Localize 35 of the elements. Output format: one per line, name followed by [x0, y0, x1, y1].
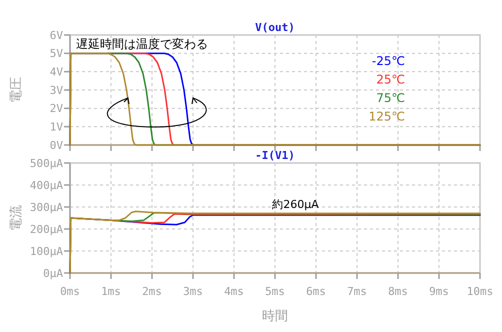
y-tick-label: 0V: [50, 138, 64, 152]
y-tick-label: 200μA: [30, 222, 64, 236]
x-axis-title: 時間: [262, 309, 288, 324]
x-tick-label: 3ms: [183, 285, 203, 298]
text: 75℃: [376, 91, 405, 105]
x-tick-label: 0ms: [60, 285, 80, 298]
y-tick-label: 6V: [50, 28, 64, 42]
x-tick-label: 2ms: [142, 285, 162, 298]
y-tick-label: 3V: [50, 84, 64, 97]
y-tick-label: 400μA: [30, 178, 64, 192]
series-label: 125℃: [368, 110, 405, 124]
x-tick-label: 10ms: [466, 285, 494, 298]
y-tick-label: 4V: [50, 66, 64, 79]
y-tick-label: 100μA: [30, 244, 64, 258]
text: -25℃: [372, 54, 405, 68]
y-axis-title: 電流: [8, 205, 24, 231]
y-tick-label: 300μA: [30, 200, 64, 214]
y-axis-title: 電圧: [9, 77, 24, 103]
x-tick-label: 7ms: [347, 285, 367, 298]
y-tick-label: 5V: [50, 47, 64, 60]
annotation: 遅延時間は温度で変わる: [76, 37, 208, 51]
y-tick-label: 2V: [50, 102, 64, 116]
x-tick-label: 5ms: [265, 285, 285, 298]
y-tick-label: 500μA: [30, 156, 64, 170]
chart-title: V(out): [255, 21, 295, 34]
text: 25℃: [376, 72, 405, 86]
chart-title: -I(V1): [255, 149, 295, 162]
x-tick-label: 8ms: [388, 285, 408, 298]
x-tick-label: 1ms: [101, 285, 121, 298]
x-tick-label: 6ms: [306, 285, 326, 298]
x-tick-label: 9ms: [429, 285, 449, 298]
y-tick-label: 0μA: [43, 266, 64, 280]
y-tick-label: 1V: [50, 120, 64, 134]
annotation: 約260μA: [272, 198, 320, 212]
x-tick-label: 4ms: [224, 285, 244, 298]
